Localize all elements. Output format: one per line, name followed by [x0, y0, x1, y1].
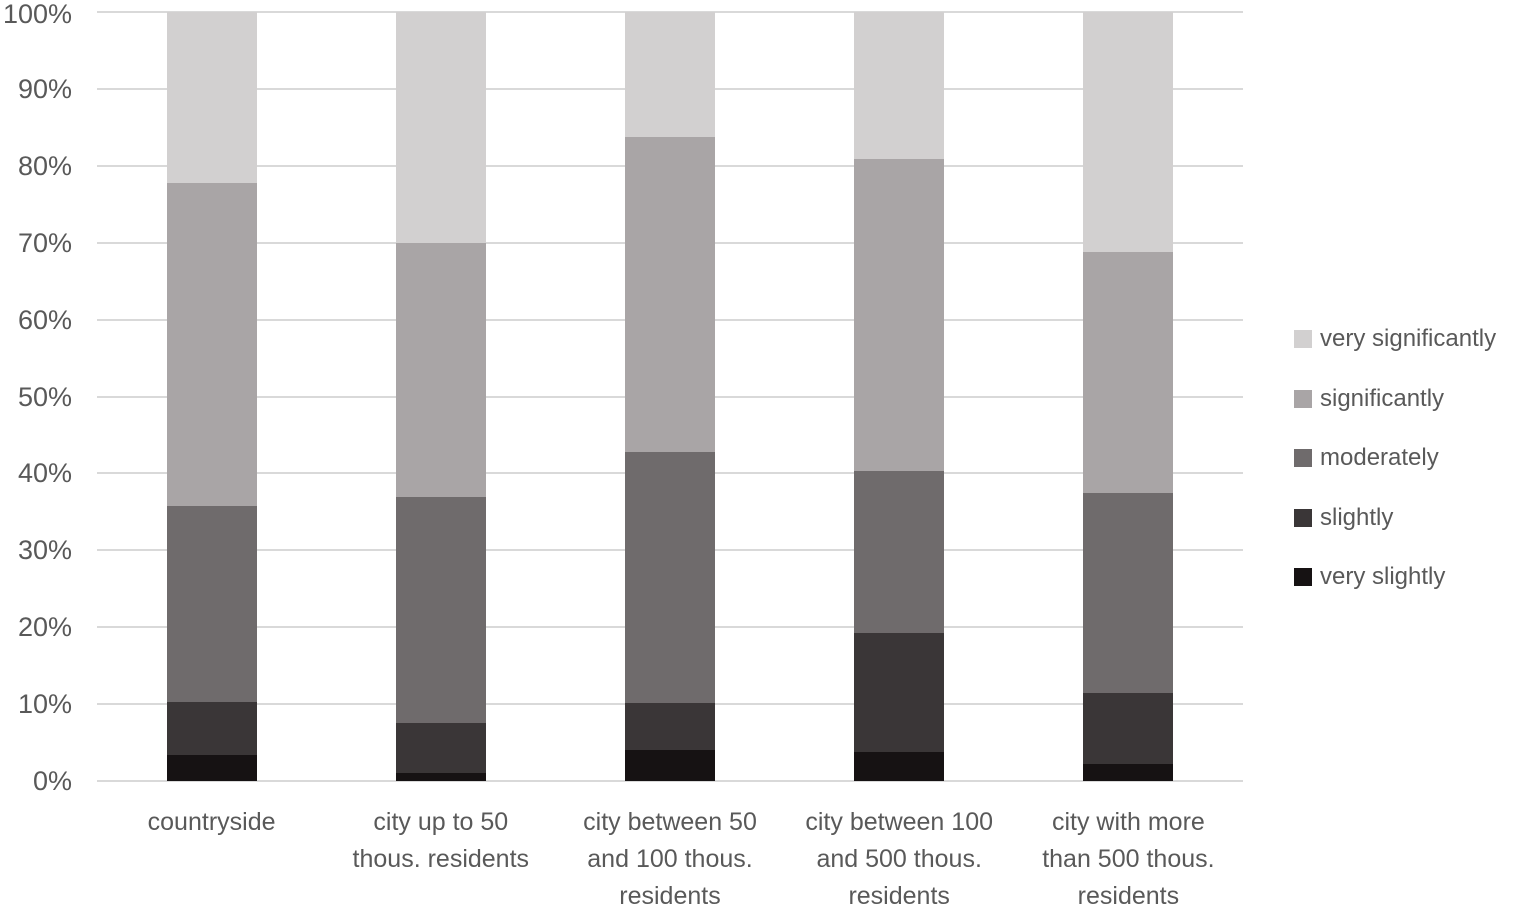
legend-swatch-very-significantly: [1294, 330, 1312, 348]
bar-segment-significantly: [395, 243, 486, 498]
x-axis-category-label: countryside: [147, 808, 276, 836]
bar-segment-very-significantly: [1083, 12, 1174, 252]
y-axis-tick-label: 90%: [17, 73, 72, 104]
legend-item: very significantly: [1294, 324, 1496, 354]
bar-segment-moderately: [854, 471, 945, 633]
legend: very significantly significantly moderatel…: [1294, 0, 1539, 910]
bar-segment-significantly: [854, 158, 945, 472]
y-axis-tick-label: 0%: [32, 766, 72, 796]
bar-segment-moderately: [1083, 492, 1174, 694]
bar-segment-very-significantly: [625, 12, 715, 137]
bar-segment-very-slightly: [854, 751, 945, 781]
legend-item: very slightly: [1294, 562, 1445, 592]
bar-segment-slightly: [395, 723, 486, 774]
bar-segment-significantly: [625, 136, 715, 452]
bar-segment-very-slightly: [166, 754, 257, 781]
legend-item: significantly: [1294, 384, 1444, 414]
y-axis-tick-label: 30%: [17, 535, 72, 566]
bar-segment-slightly: [1083, 693, 1174, 765]
legend-swatch-moderately: [1294, 449, 1312, 467]
legend-item-label: moderately: [1320, 444, 1439, 471]
bar-segment-slightly: [166, 701, 257, 755]
bar-segment-very-slightly: [625, 750, 715, 781]
bar-segment-moderately: [625, 451, 715, 703]
bar-segment-moderately: [395, 497, 486, 724]
legend-swatch-slightly: [1294, 508, 1312, 527]
gridline: [97, 780, 1243, 782]
bar-segment-slightly: [854, 632, 945, 752]
legend-item-label: very significantly: [1320, 325, 1497, 352]
bar-segment-significantly: [166, 182, 257, 506]
x-axis-category-label: city with more than 500 thous. residents: [1042, 808, 1215, 910]
legend-item-label: slightly: [1320, 503, 1394, 531]
x-axis-category-label: city between 50 and 100 thous. residents: [583, 808, 757, 910]
bar-segment-very-significantly: [166, 12, 257, 183]
y-axis-tick-label: 70%: [17, 227, 72, 258]
legend-item-label: significantly: [1320, 384, 1445, 412]
legend-item: slightly: [1294, 503, 1393, 533]
y-axis-tick-label: 60%: [17, 304, 72, 335]
bar-segment-very-significantly: [854, 12, 945, 159]
y-axis-tick-label: 100%: [2, 0, 72, 29]
bar-segment-very-slightly: [395, 773, 486, 781]
legend-item-label: very slightly: [1320, 563, 1446, 590]
bar-segment-very-significantly: [395, 12, 486, 244]
x-axis-category-label: city between 100 and 500 thous. resident…: [805, 808, 993, 910]
bar-segment-significantly: [1083, 251, 1174, 493]
bar-segment-very-slightly: [1083, 764, 1174, 781]
y-axis-tick-label: 20%: [17, 612, 72, 643]
bar-segment-moderately: [166, 505, 257, 702]
legend-item: moderately: [1294, 443, 1439, 473]
legend-swatch-very-slightly: [1294, 568, 1312, 586]
x-axis-category-label: city up to 50 thous. residents: [352, 808, 530, 873]
bar-segment-slightly: [625, 702, 715, 751]
y-axis-tick-label: 50%: [17, 381, 72, 412]
y-axis-tick-label: 10%: [17, 689, 72, 720]
legend-swatch-significantly: [1294, 389, 1312, 408]
y-axis-tick-label: 40%: [17, 458, 72, 489]
y-axis-tick-label: 80%: [17, 150, 72, 181]
